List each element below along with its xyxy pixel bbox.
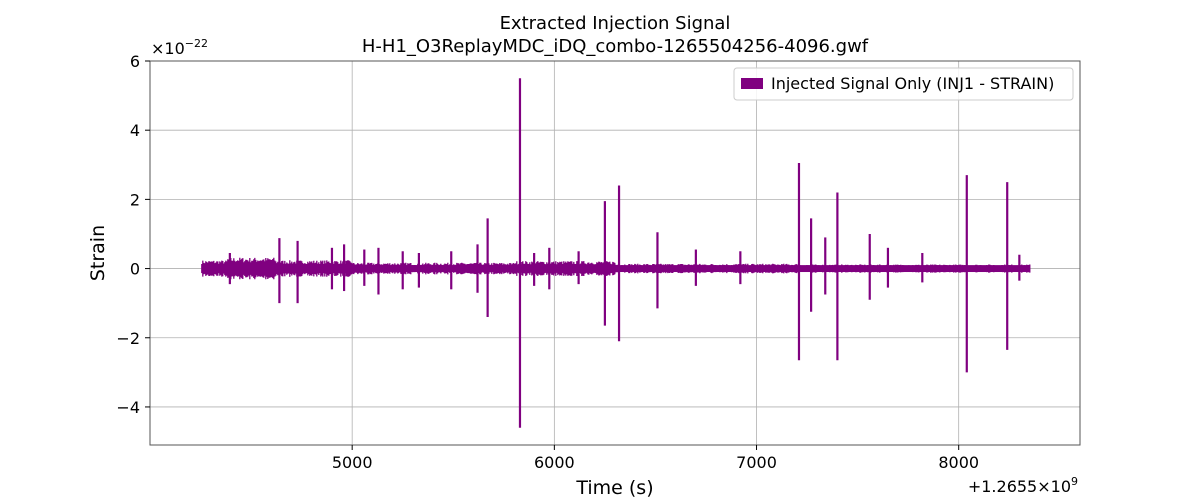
x-axis-label: Time (s) — [575, 477, 653, 499]
y-tick-label: 2 — [130, 190, 140, 209]
legend-box — [733, 67, 1074, 101]
x-tick-label: 6000 — [534, 453, 575, 472]
y-scale-label: ×10−22 — [151, 37, 208, 58]
legend-entry: Injected Signal Only (INJ1 - STRAIN) — [771, 74, 1054, 93]
y-tick-label: −2 — [116, 329, 140, 348]
legend-swatch — [741, 78, 763, 89]
y-tick-label: −4 — [116, 398, 140, 417]
legend: Injected Signal Only (INJ1 - STRAIN) — [733, 67, 1074, 101]
y-tick-label: 6 — [130, 52, 140, 71]
x-tick-label: 5000 — [332, 453, 373, 472]
plot-frame — [149, 60, 1081, 446]
axis-ticks: 5000 6000 7000 8000 −4 −2 0 2 4 6 — [116, 52, 979, 472]
signal-core-band — [201, 265, 1030, 273]
x-tick-label: 8000 — [938, 453, 979, 472]
x-offset-label: +1.2655×109 — [968, 475, 1078, 496]
y-axis-label: Strain — [87, 225, 109, 281]
plot-area — [201, 78, 1031, 428]
y-tick-label: 4 — [130, 121, 140, 140]
y-tick-label: 0 — [130, 260, 140, 279]
chart-title: Extracted Injection Signal — [500, 13, 731, 34]
x-tick-label: 7000 — [736, 453, 777, 472]
grid-lines — [150, 60, 1080, 445]
chart-subtitle: H-H1_O3ReplayMDC_iDQ_combo-1265504256-40… — [362, 36, 869, 57]
